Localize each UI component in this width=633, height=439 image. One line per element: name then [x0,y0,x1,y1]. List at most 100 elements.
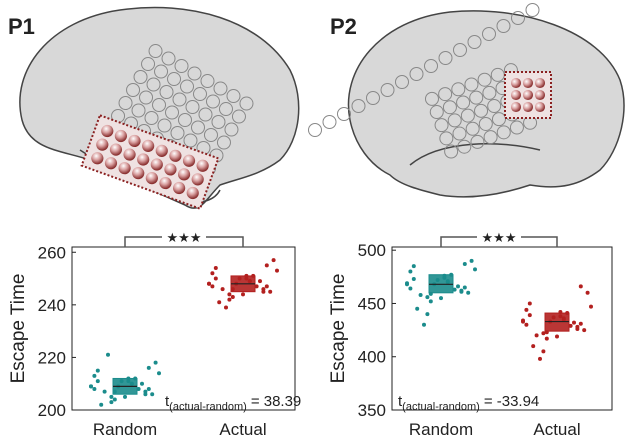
electrode-active [164,163,177,176]
electrode-active [132,167,145,180]
data-point [411,264,416,269]
electrode [470,134,485,149]
electrode-active [150,158,163,171]
electrode-active [101,124,114,138]
electrode-active [137,153,150,166]
electrode-active [109,143,123,156]
electrode [453,43,467,57]
electrode [198,107,213,122]
electrode [139,90,154,105]
data-point [210,271,215,276]
electrode [213,81,228,96]
electrode [170,125,185,140]
data-point [541,349,546,354]
data-point [275,268,279,273]
electrode [118,95,133,110]
electrode [366,91,380,105]
electrode [525,3,540,17]
x-tick-label: Random [93,420,157,439]
electrode-active [145,172,158,185]
electrode [456,95,471,110]
data-point [456,284,460,289]
data-point [268,289,273,294]
data-point [95,379,100,384]
electrode [424,91,439,106]
electrode [231,109,246,124]
data-point [95,368,100,373]
electrode [190,120,205,135]
electrode [464,77,479,92]
electrode [438,51,453,65]
data-point [157,371,161,376]
electrode [161,51,176,66]
electrode [451,82,466,97]
electrode [442,100,457,115]
y-tick-label: 500 [358,241,386,260]
electrode-active [534,77,546,89]
data-point [254,284,259,289]
data-point [462,262,467,267]
data-point [589,304,593,309]
electrode-active [128,134,141,148]
data-point [527,301,532,306]
data-point [227,292,232,297]
data-point [408,269,413,274]
data-point [264,263,269,268]
data-point [89,384,93,389]
data-point [534,333,539,338]
electrode [218,102,233,117]
y-tick-label: 400 [358,348,386,367]
plot-frame [71,246,296,411]
electrode-active [522,77,534,89]
electrode-active [522,101,534,113]
data-point [425,295,430,300]
star-bg [162,229,206,245]
electrode [203,128,218,142]
data-point [224,305,228,310]
data-point [140,381,144,386]
data-point [258,279,262,284]
data-point [452,287,457,292]
data-point [578,321,583,326]
data-point [227,297,232,302]
brain-p2 [347,10,625,198]
data-point [213,276,218,281]
electrode-active [510,77,522,89]
electrode [226,89,241,104]
stat-label: t(actual-random) = 38.39 [165,393,301,413]
y-axis-label: Escape Time [8,274,29,384]
electrode [172,92,187,107]
electrode [395,75,409,89]
electrode-active [118,162,131,175]
electrode-active [186,186,199,200]
electrode [308,123,322,137]
data-point [408,286,413,291]
data-point [271,258,276,263]
electrode [447,113,462,128]
electrode-active [177,168,191,181]
data-point [538,356,542,361]
data-point [99,402,104,407]
electrode [434,118,449,133]
data-point [146,365,151,370]
electrode-active [510,101,522,113]
y-axis-label: Escape Time [328,274,349,384]
electrode-active [510,89,522,101]
electrode-active [173,181,186,195]
electrode [159,85,174,100]
electrode-active [169,149,182,162]
electrode [144,110,159,125]
data-point [469,258,474,263]
electrode [174,59,189,74]
data-point [264,284,269,289]
data-point [428,299,433,304]
data-point [220,287,225,292]
electrode [351,99,366,113]
data-point [572,320,576,325]
stat-subscript: (actual-random) [169,401,247,413]
electrode [457,139,472,154]
data-point [109,400,114,405]
data-point [575,327,580,332]
data-point [439,296,443,301]
electrode [380,83,395,97]
